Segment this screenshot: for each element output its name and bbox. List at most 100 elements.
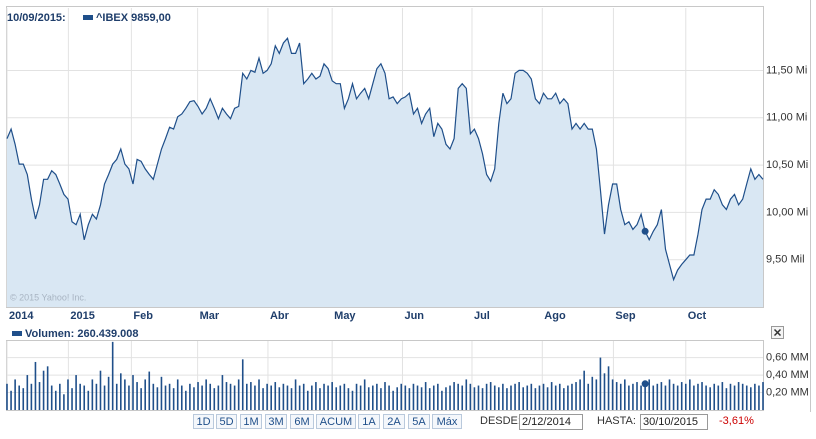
bar <box>367 387 370 410</box>
bar <box>538 385 541 410</box>
bar <box>355 383 358 410</box>
x-tick-label: Mar <box>200 310 220 322</box>
bar <box>534 388 537 410</box>
range-button[interactable]: 3M <box>265 414 287 429</box>
bar <box>640 385 642 410</box>
bar <box>558 383 561 410</box>
bar <box>363 379 366 410</box>
bar <box>489 382 492 410</box>
chart: 2014 2015 Feb Mar Abr May Jun Jul Ago Sep Oct 9,50 … <box>6 0 811 412</box>
to-input[interactable]: 30/10/2015 <box>640 414 708 430</box>
bar <box>10 390 12 410</box>
range-button[interactable]: 2A <box>383 414 405 429</box>
bar <box>697 383 699 410</box>
from-input[interactable]: 2/12/2014 <box>519 414 583 430</box>
bar <box>258 379 260 410</box>
bar <box>542 383 545 410</box>
bar <box>762 382 764 410</box>
bar <box>79 383 81 410</box>
bar <box>567 385 569 410</box>
bar <box>128 385 130 410</box>
bar <box>575 382 577 410</box>
bar <box>63 394 65 410</box>
bar <box>323 383 325 410</box>
bar <box>599 357 602 410</box>
range-button[interactable]: 1M <box>240 414 262 429</box>
bar <box>416 385 419 410</box>
bar <box>18 385 20 410</box>
bar <box>664 385 667 410</box>
bar <box>469 383 472 410</box>
bar <box>607 366 610 410</box>
bar <box>306 390 309 410</box>
y-tick-label: 10,00 Mi <box>766 206 808 218</box>
range-button[interactable]: 5D <box>216 414 237 429</box>
bar <box>644 383 646 410</box>
bar <box>668 379 671 410</box>
from-label: DESDE: <box>480 415 521 427</box>
bar <box>388 385 390 410</box>
x-tick-label: Oct <box>688 310 707 322</box>
bar <box>750 387 752 410</box>
bar <box>144 379 146 410</box>
bar <box>294 379 297 410</box>
bar <box>624 379 626 410</box>
range-button[interactable]: 5A <box>408 414 430 429</box>
bar <box>518 382 520 410</box>
bar <box>384 382 386 410</box>
x-tick-label: May <box>334 310 356 322</box>
y-tick-label: 9,50 Mil <box>766 254 805 266</box>
area <box>7 38 763 308</box>
range-button[interactable]: ACUM <box>316 414 356 429</box>
bar <box>87 390 90 410</box>
bar <box>420 387 423 410</box>
bar <box>591 376 594 410</box>
bar <box>611 379 614 410</box>
bar <box>579 379 581 410</box>
range-button[interactable]: Máx <box>432 414 462 429</box>
bar <box>477 385 480 410</box>
bar <box>213 388 216 410</box>
bar <box>619 383 622 410</box>
legend-label: Volumen: 260.439.008 <box>25 328 139 340</box>
bar <box>672 383 675 410</box>
bar <box>225 382 228 410</box>
bar <box>111 341 114 410</box>
bar <box>103 385 106 410</box>
bar <box>30 383 33 410</box>
bar <box>176 379 179 410</box>
bar <box>656 383 659 410</box>
bar <box>428 388 431 410</box>
bar <box>392 390 394 410</box>
x-tick-label: Jun <box>404 310 424 322</box>
bar <box>648 379 650 410</box>
bar <box>136 382 138 410</box>
highlight-point <box>641 227 649 235</box>
range-button[interactable]: 1A <box>358 414 380 429</box>
x-tick-label: Abr <box>270 310 290 322</box>
legend-swatch <box>12 331 22 336</box>
bar <box>705 385 707 410</box>
close-button[interactable] <box>771 326 784 339</box>
bar <box>71 388 73 410</box>
bar <box>156 387 159 410</box>
bar <box>632 383 634 410</box>
bar <box>432 385 435 410</box>
bar <box>209 383 212 410</box>
bar <box>636 382 638 410</box>
x-tick-label: Ago <box>544 310 566 322</box>
bar <box>737 382 740 410</box>
bar <box>754 383 756 410</box>
bar <box>721 382 724 410</box>
bar <box>481 388 484 410</box>
range-button[interactable]: 1D <box>193 414 214 429</box>
range-button[interactable]: 6M <box>290 414 314 429</box>
bar <box>233 385 236 410</box>
bar <box>148 371 151 410</box>
bar <box>725 388 728 410</box>
bar <box>628 385 630 410</box>
legend-label: ^IBEX 9859,00 <box>96 12 171 24</box>
bar <box>168 383 171 410</box>
bar <box>713 383 716 410</box>
bar <box>124 379 126 410</box>
